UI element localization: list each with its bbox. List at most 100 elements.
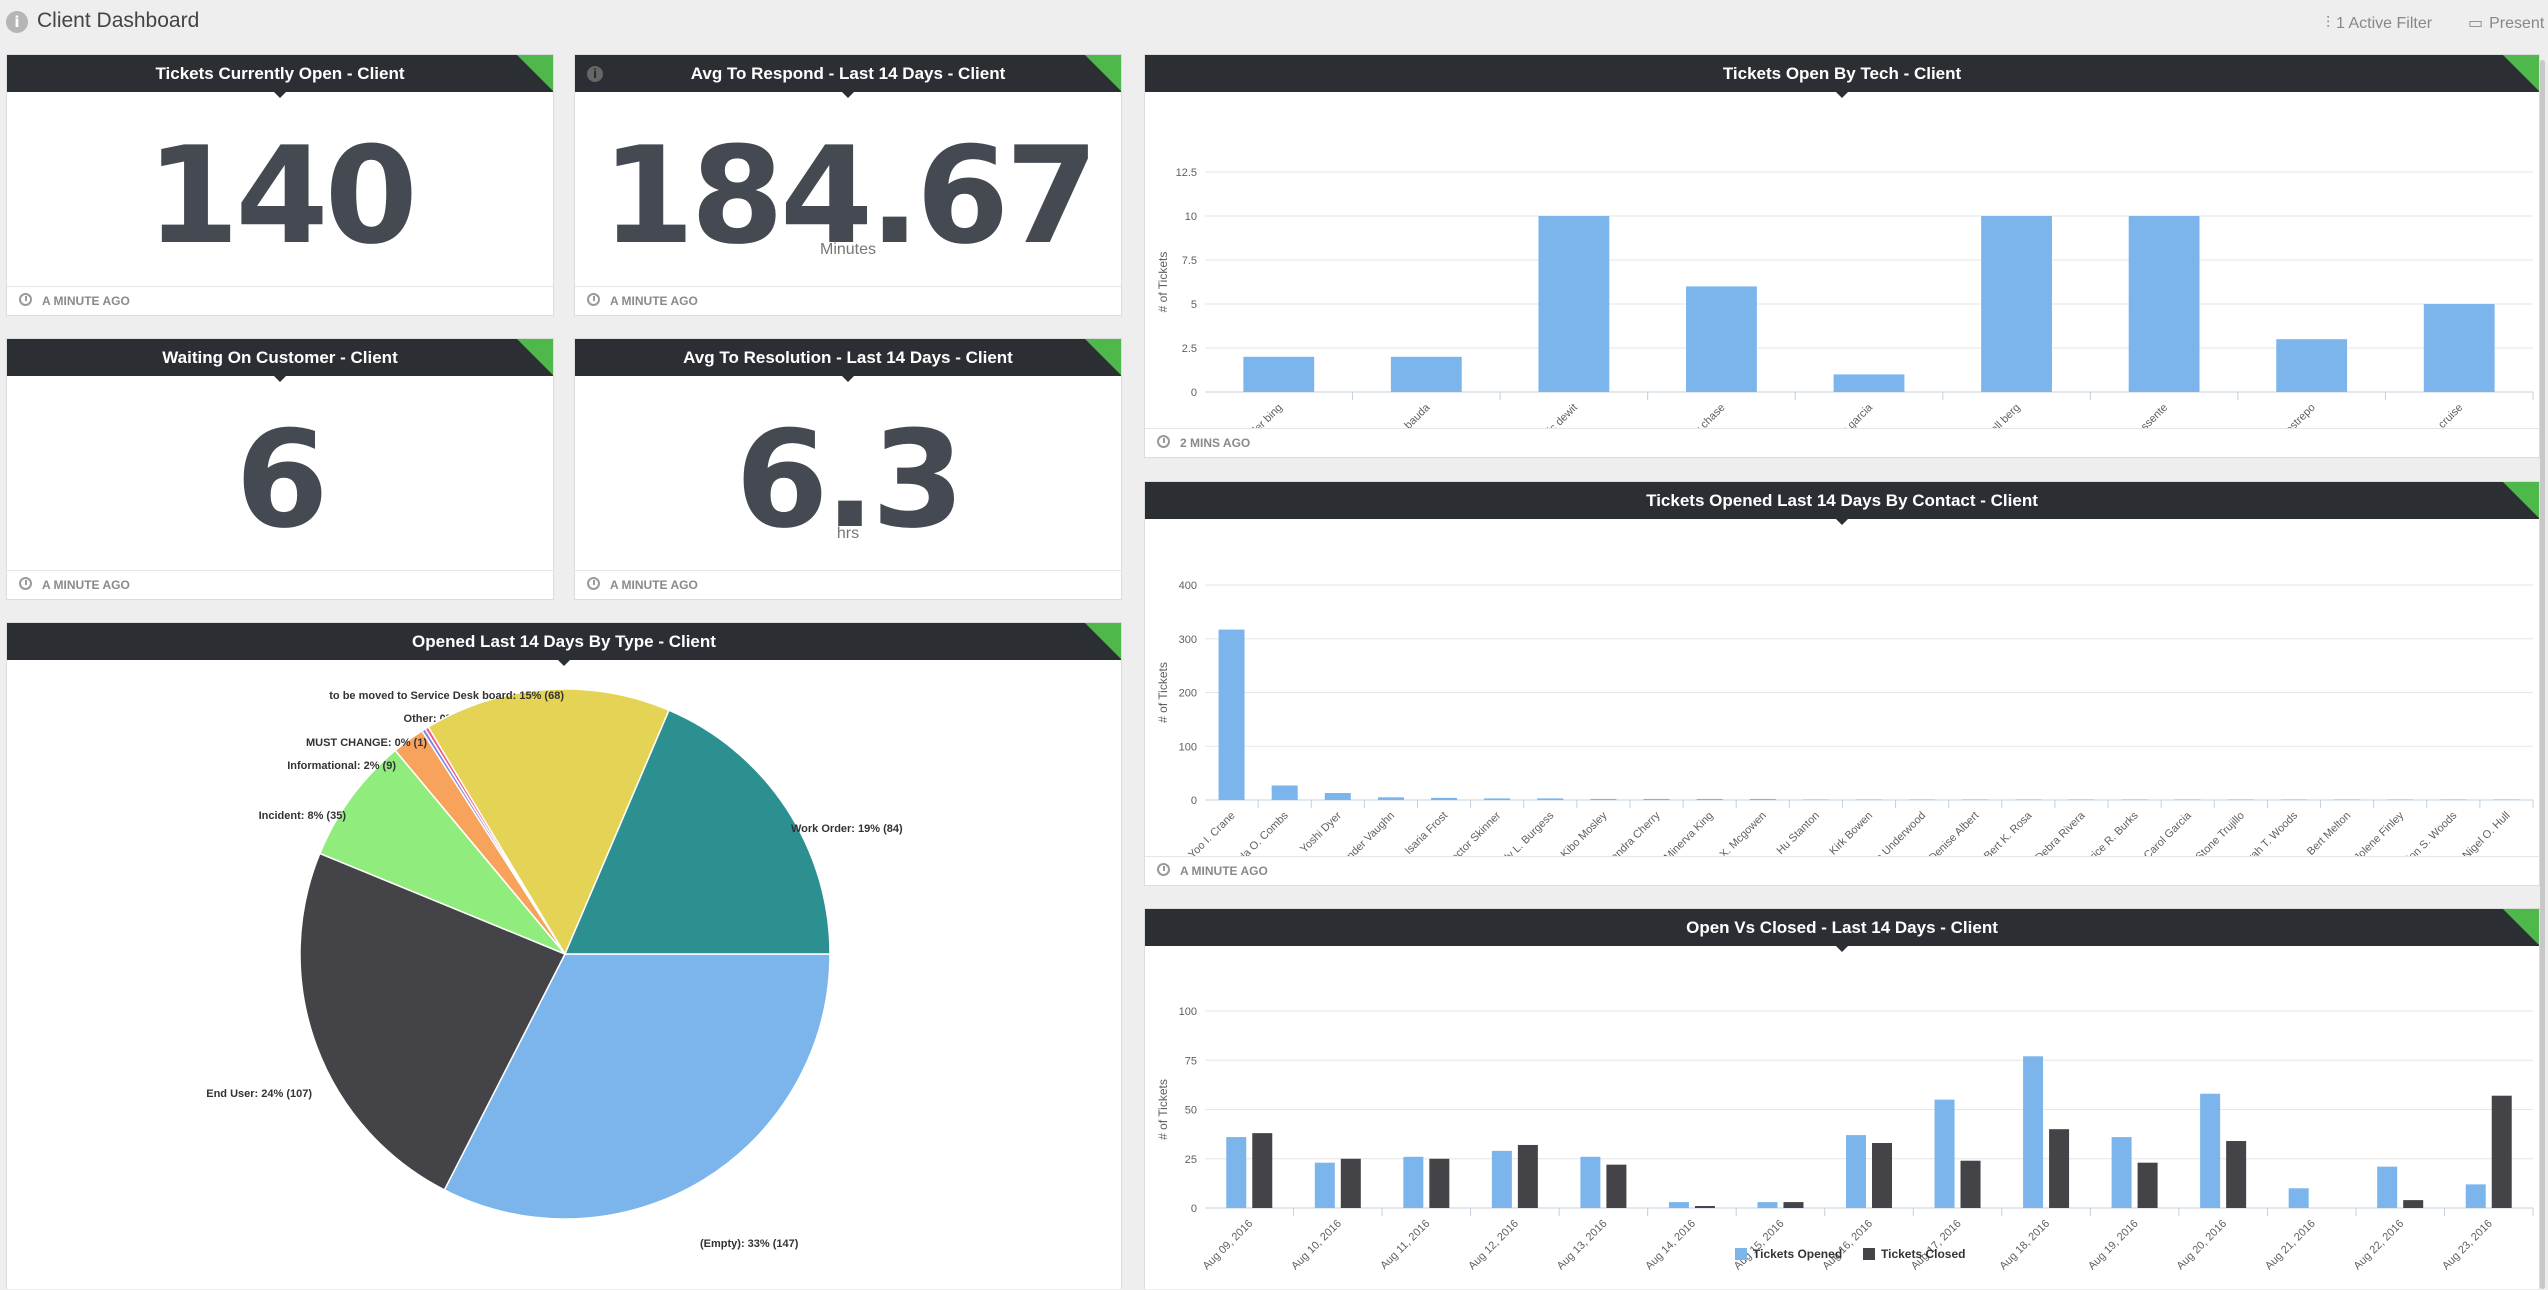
- x-tick-label: Debra Rivera: [2033, 809, 2088, 857]
- bar: [1749, 798, 1776, 800]
- bar-closed: [1340, 1158, 1361, 1208]
- x-tick-label: chandler bing: [1230, 402, 1285, 429]
- kpi-card-waiting-customer[interactable]: Waiting On Customer - Client 6 A MINUTE …: [6, 338, 554, 600]
- bar: [2128, 216, 2200, 392]
- bar-closed: [1960, 1160, 1981, 1208]
- pie-card-opened-by-type[interactable]: Opened Last 14 Days By Type - Client (Em…: [6, 622, 1122, 1289]
- card-corner-accent: [1085, 339, 1121, 375]
- y-tick-label: 0: [1191, 387, 1197, 399]
- bar-opened: [2111, 1137, 2132, 1208]
- legend-swatch: [1863, 1248, 1875, 1260]
- pie-slice: [299, 852, 567, 1191]
- clock-icon: [587, 577, 600, 590]
- card-corner-accent: [1085, 55, 1121, 91]
- card-corner-accent: [2503, 482, 2539, 518]
- card-footer: A MINUTE AGO: [575, 570, 1121, 599]
- x-tick-label: Aug 18, 2016: [1997, 1218, 2052, 1273]
- bar: [1377, 797, 1404, 800]
- pie-slice-label: (Empty): 33% (147): [700, 1238, 799, 1250]
- bar-chart-tickets-by-tech[interactable]: 0 2.5 5 7.5 10 12.5 # of Tickets chandler bing c…: [1145, 95, 2539, 429]
- y-tick-label: 0: [1191, 1203, 1197, 1215]
- bar: [2493, 799, 2520, 800]
- bar: [1271, 785, 1298, 800]
- bar-closed: [2049, 1129, 2070, 1208]
- bar-opened: [2465, 1184, 2486, 1208]
- bar-opened: [1668, 1202, 1689, 1208]
- updated-time: A MINUTE AGO: [1180, 864, 1268, 878]
- scrollbar[interactable]: [2540, 60, 2545, 1289]
- card-title: Tickets Opened Last 14 Days By Contact -…: [1145, 482, 2539, 525]
- bar-opened: [1934, 1099, 1955, 1208]
- y-tick-label: 0: [1191, 795, 1197, 807]
- kpi-card-avg-respond[interactable]: Avg To Respond - Last 14 Days - Client i…: [574, 54, 1122, 316]
- legend-label: Tickets Closed: [1881, 1247, 1965, 1261]
- active-filter-button[interactable]: ⫶ 1 Active Filter: [2326, 13, 2432, 33]
- bar-closed: [1252, 1133, 1273, 1208]
- x-tick-label: christian bauda: [1371, 401, 1433, 429]
- chart-card-tickets-by-contact[interactable]: Tickets Opened Last 14 Days By Contact -…: [1144, 481, 2540, 886]
- bar-opened: [2288, 1188, 2309, 1208]
- x-tick-label: Yoshi Dyer: [1298, 809, 1344, 855]
- legend-swatch: [1735, 1248, 1747, 1260]
- bar-closed: [2137, 1162, 2158, 1208]
- page-title: Client Dashboard: [37, 9, 200, 32]
- x-tick-label: Sandra Cherry: [1604, 809, 1663, 857]
- card-title: Opened Last 14 Days By Type - Client: [7, 623, 1121, 666]
- y-axis-title: # of Tickets: [1156, 252, 1170, 313]
- bar-opened: [1757, 1202, 1778, 1208]
- bar: [1981, 216, 2052, 392]
- bar-opened: [2200, 1093, 2221, 1208]
- bar: [2068, 799, 2095, 800]
- bar: [1962, 799, 1989, 800]
- bar: [2280, 799, 2307, 800]
- info-icon[interactable]: i: [6, 11, 28, 33]
- y-axis-title: # of Tickets: [1156, 662, 1170, 723]
- y-tick-label: 100: [1179, 741, 1197, 753]
- updated-time: A MINUTE AGO: [610, 578, 698, 592]
- clock-icon: [19, 293, 32, 306]
- pie-slice-label: MUST CHANGE: 0% (1): [306, 737, 427, 749]
- bar-opened: [2377, 1166, 2398, 1208]
- bar: [2121, 799, 2148, 800]
- bar: [2334, 799, 2361, 800]
- x-tick-label: Aug 22, 2016: [2352, 1218, 2407, 1273]
- y-tick-label: 75: [1185, 1055, 1197, 1067]
- card-title: Waiting On Customer - Client: [7, 339, 553, 382]
- x-tick-label: eric dewit: [1539, 402, 1580, 429]
- x-tick-label: Aug 20, 2016: [2174, 1218, 2229, 1273]
- pie-slice-label: Incident: 8% (35): [259, 810, 347, 822]
- x-tick-label: salvatore essente: [2101, 402, 2170, 429]
- chart-card-tickets-by-tech[interactable]: Tickets Open By Tech - Client 0 2.5 5 7.5 10…: [1144, 54, 2540, 458]
- card-footer: 2 MINS AGO: [1145, 428, 2539, 457]
- pie-chart[interactable]: (Empty): 33% (147) End User: 24% (107) Inc…: [7, 663, 1121, 1290]
- kpi-value: 6: [235, 402, 328, 558]
- x-tick-label: tom cruise: [2421, 402, 2465, 429]
- chart-card-open-vs-closed[interactable]: Open Vs Closed - Last 14 Days - Client 0…: [1144, 908, 2540, 1289]
- bar: [2440, 799, 2467, 800]
- x-tick-label: Aug 10, 2016: [1289, 1218, 1344, 1273]
- card-footer: A MINUTE AGO: [575, 286, 1121, 315]
- pie-slice-label: Work Order: 19% (84): [791, 823, 903, 835]
- info-icon[interactable]: i: [587, 66, 603, 82]
- x-tick-label: johnny chase: [1673, 402, 1728, 429]
- pie-slice: [318, 749, 566, 955]
- bar: [1856, 799, 1882, 800]
- y-tick-label: 50: [1185, 1105, 1197, 1117]
- card-corner-accent: [2503, 55, 2539, 91]
- bar: [1218, 629, 1245, 800]
- x-tick-label: Kirk Bowen: [1827, 810, 1875, 857]
- updated-time: A MINUTE AGO: [610, 294, 698, 308]
- kpi-card-avg-resolution[interactable]: Avg To Resolution - Last 14 Days - Clien…: [574, 338, 1122, 600]
- card-corner-accent: [517, 339, 553, 375]
- pie-slice-label: End User: 24% (107): [206, 1088, 312, 1100]
- bar-closed: [1429, 1158, 1450, 1208]
- kpi-card-tickets-open[interactable]: Tickets Currently Open - Client 140 A MI…: [6, 54, 554, 316]
- x-tick-label: Aug 23, 2016: [2440, 1218, 2495, 1273]
- x-tick-label: Aug 13, 2016: [1555, 1218, 1610, 1273]
- x-tick-label: Aug 12, 2016: [1466, 1218, 1521, 1273]
- bar-chart-open-vs-closed[interactable]: 0 25 50 75 100 # of Tickets Aug 09, 2016 Aug 10…: [1145, 949, 2539, 1289]
- x-tick-label: Aug 15, 2016: [1732, 1218, 1787, 1273]
- bar-closed: [2403, 1200, 2424, 1208]
- present-button[interactable]: ▭ Present: [2468, 13, 2544, 33]
